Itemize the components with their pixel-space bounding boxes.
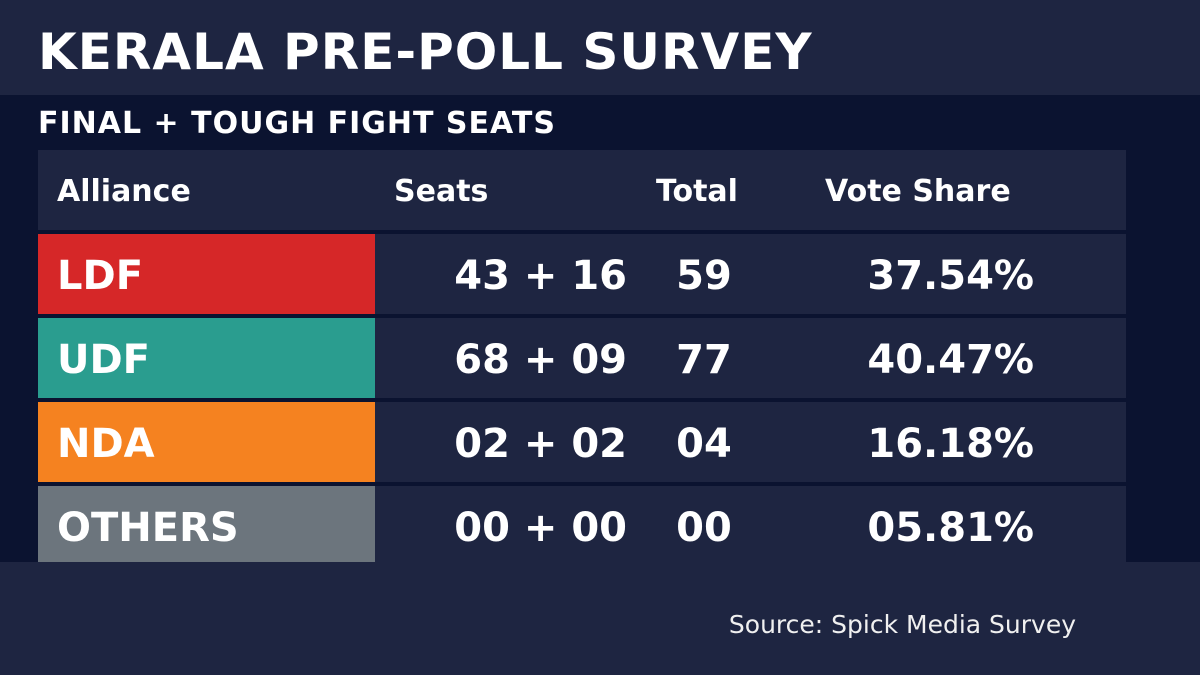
page-subtitle: FINAL + TOUGH FIGHT SEATS bbox=[38, 106, 556, 141]
seats-value: 68 + 09 bbox=[454, 337, 627, 383]
table-header: Alliance Seats Total Vote Share bbox=[38, 150, 1126, 230]
header-vote-share: Vote Share bbox=[825, 174, 1011, 209]
header-seats: Seats bbox=[394, 174, 489, 209]
table-row: NDA 02 + 02 04 16.18% bbox=[38, 402, 1126, 482]
header-alliance: Alliance bbox=[57, 174, 191, 209]
total-value: 04 bbox=[676, 421, 732, 467]
seats-value: 43 + 16 bbox=[454, 253, 627, 299]
total-value: 00 bbox=[676, 505, 732, 551]
title-band bbox=[0, 0, 1200, 95]
alliance-name: UDF bbox=[57, 337, 151, 383]
source-credit: Source: Spick Media Survey bbox=[728, 610, 1076, 639]
alliance-color-cell bbox=[38, 234, 375, 314]
seats-value: 00 + 00 bbox=[454, 505, 627, 551]
page-title: KERALA PRE-POLL SURVEY bbox=[38, 23, 813, 81]
alliance-name: NDA bbox=[57, 421, 155, 467]
alliance-name: LDF bbox=[57, 253, 144, 299]
total-value: 59 bbox=[676, 253, 732, 299]
alliance-color-cell bbox=[38, 318, 375, 398]
footer-band bbox=[0, 562, 1200, 675]
total-value: 77 bbox=[676, 337, 732, 383]
table-row: UDF 68 + 09 77 40.47% bbox=[38, 318, 1126, 398]
vote-share-value: 05.81% bbox=[867, 505, 1034, 551]
alliance-color-cell bbox=[38, 402, 375, 482]
header-total: Total bbox=[656, 174, 738, 209]
table-row: OTHERS 00 + 00 00 05.81% bbox=[38, 486, 1126, 562]
vote-share-value: 37.54% bbox=[867, 253, 1034, 299]
vote-share-value: 16.18% bbox=[867, 421, 1034, 467]
alliance-color-cell bbox=[38, 486, 375, 562]
alliance-name: OTHERS bbox=[57, 505, 239, 551]
table-row: LDF 43 + 16 59 37.54% bbox=[38, 234, 1126, 314]
vote-share-value: 40.47% bbox=[867, 337, 1034, 383]
seats-value: 02 + 02 bbox=[454, 421, 627, 467]
